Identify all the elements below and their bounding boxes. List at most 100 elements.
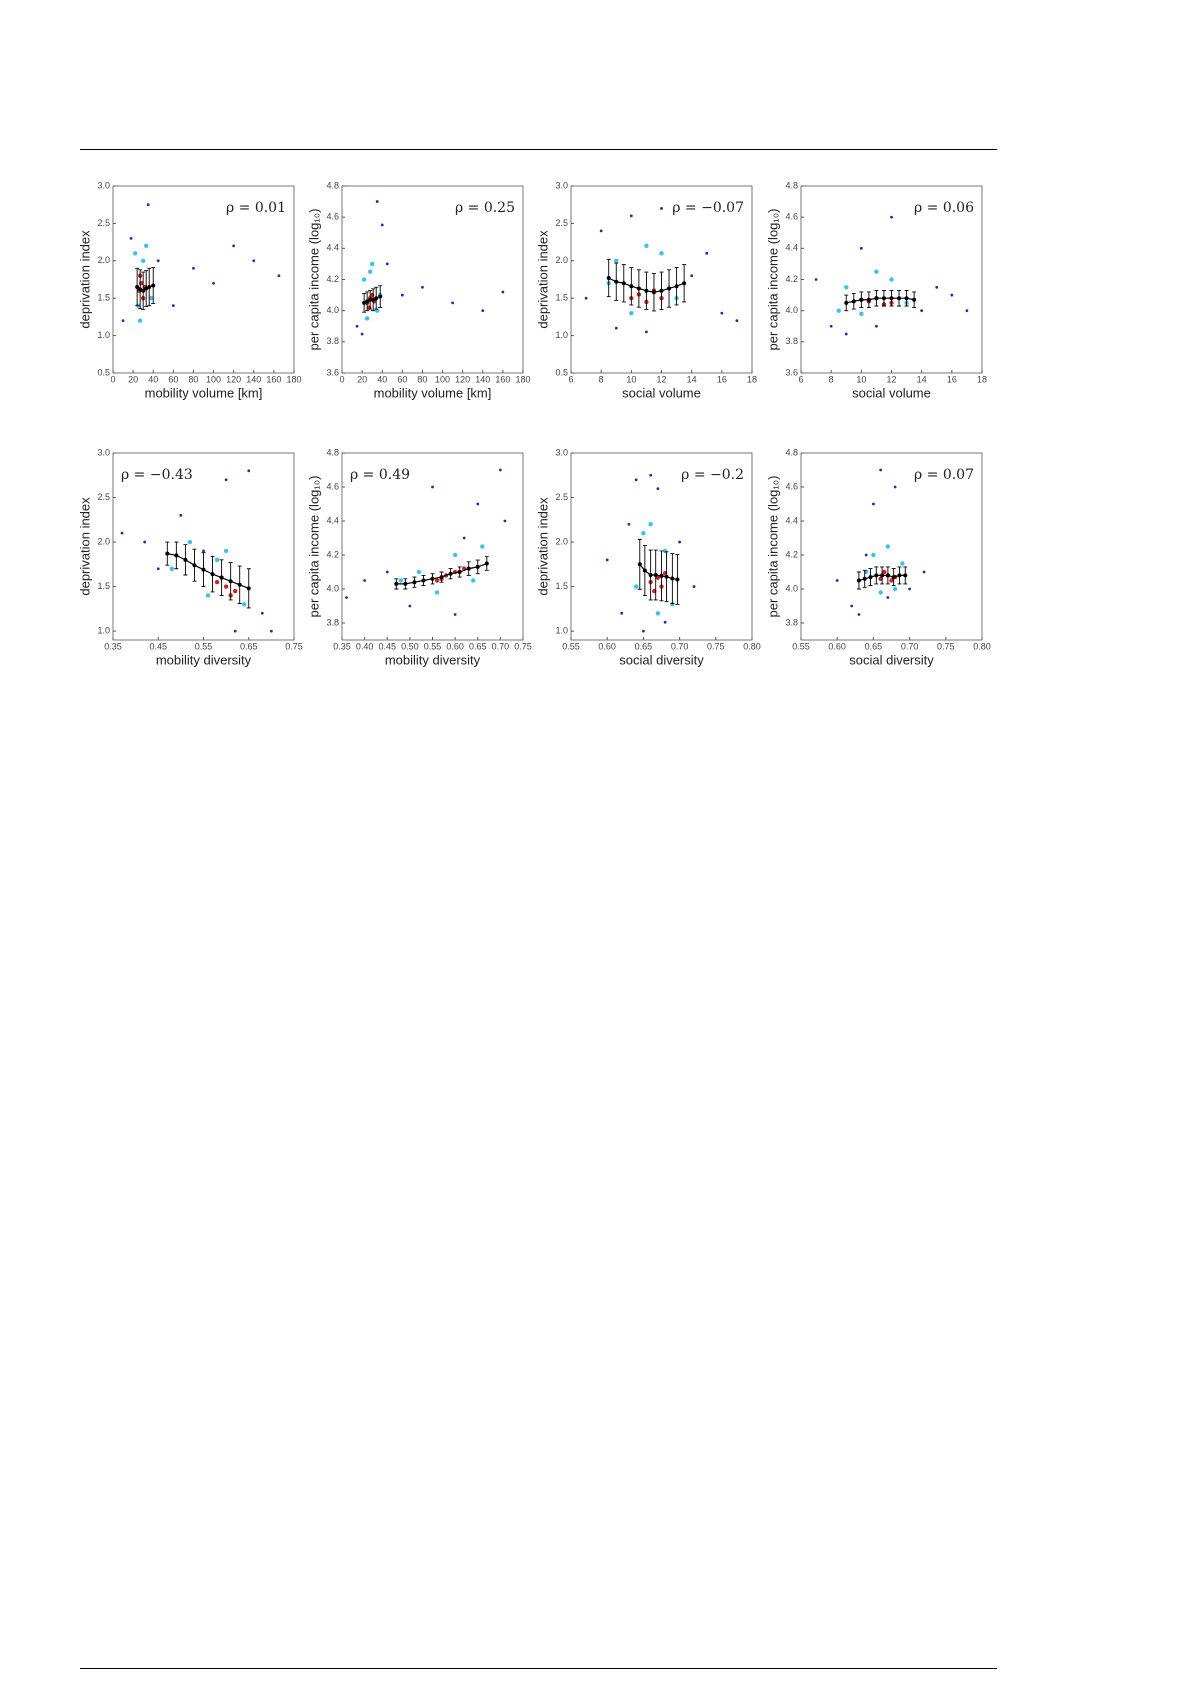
y-tick-label: 0.5: [555, 367, 568, 377]
x-tick-label: 0.75: [707, 641, 725, 651]
y-tick-label: 1.5: [97, 293, 110, 303]
point: [431, 485, 434, 489]
y-axis-label: deprivation index: [77, 230, 92, 329]
point: [871, 552, 876, 558]
x-tick-label: 0.50: [401, 641, 419, 651]
x-tick-label: 0.60: [828, 641, 846, 651]
point: [705, 251, 709, 255]
point: [692, 585, 696, 588]
point: [252, 259, 256, 263]
y-axis-label: deprivation index: [535, 497, 550, 596]
mean-point: [636, 286, 641, 291]
point: [146, 203, 150, 207]
point: [859, 311, 864, 316]
y-tick-label: 1.5: [97, 581, 110, 591]
point: [844, 285, 849, 290]
y-tick-label: 3.8: [326, 617, 339, 627]
mean-point: [475, 564, 480, 569]
point: [501, 290, 505, 294]
point: [214, 557, 220, 563]
mean-point: [192, 563, 197, 568]
point: [878, 590, 883, 595]
point: [879, 468, 883, 472]
mean-point: [368, 297, 373, 302]
y-tick-label: 4.4: [785, 243, 798, 253]
point: [361, 277, 367, 282]
y-axis-label: deprivation index: [535, 230, 550, 329]
y-tick-label: 2.0: [97, 536, 110, 546]
point: [375, 200, 379, 203]
mean-point: [371, 297, 376, 302]
x-tick-label: 20: [128, 374, 138, 384]
point: [416, 569, 422, 575]
y-tick-label: 2.5: [555, 218, 568, 228]
footer-rule: [80, 1668, 997, 1669]
mean-point: [851, 299, 856, 304]
x-tick-label: 12: [656, 374, 666, 384]
point: [864, 553, 868, 557]
scatter-panel: 0.35 0.45 0.55 0.65 0.75 1.0 1.5 2.0 2.5 3.0 mobil…: [77, 447, 302, 667]
y-tick-label: 4.6: [785, 481, 798, 491]
point: [369, 292, 375, 298]
point: [935, 285, 939, 289]
mean-point: [862, 576, 867, 581]
mean-point: [144, 286, 149, 291]
mean-point: [614, 279, 619, 284]
point: [223, 548, 229, 554]
mean-point: [874, 573, 879, 578]
mean-point: [365, 299, 370, 304]
y-tick-label: 4.8: [785, 447, 798, 457]
point: [498, 468, 502, 472]
x-tick-label: 0.45: [378, 641, 396, 651]
point: [434, 578, 440, 583]
mean-point: [637, 562, 642, 567]
point: [476, 502, 480, 506]
point: [922, 570, 926, 574]
y-tick-label: 3.0: [97, 180, 110, 190]
point: [648, 522, 653, 527]
y-tick-label: 2.0: [555, 536, 568, 546]
x-tick-label: 60: [168, 374, 178, 384]
mean-point: [439, 575, 444, 580]
y-tick-label: 3.6: [785, 367, 798, 377]
point: [480, 544, 485, 549]
x-tick-label: 0.45: [149, 641, 167, 651]
point: [380, 223, 384, 227]
x-tick-label: 20: [357, 374, 367, 384]
x-tick-label: 140: [246, 374, 261, 384]
point: [620, 611, 624, 615]
point: [360, 332, 364, 336]
point: [920, 309, 924, 313]
mean-point: [378, 294, 383, 299]
y-tick-label: 1.0: [97, 330, 110, 340]
point: [690, 274, 694, 278]
y-tick-label: 0.5: [97, 367, 110, 377]
point: [503, 519, 507, 523]
mean-point: [664, 574, 669, 579]
x-tick-label: 8: [829, 374, 834, 384]
point: [171, 304, 175, 308]
mean-point: [897, 296, 902, 301]
x-axis-label: mobility volume [km]: [374, 385, 492, 400]
mean-point: [903, 573, 908, 578]
mean-point: [466, 566, 471, 571]
x-tick-label: 14: [917, 374, 927, 384]
point: [893, 485, 897, 489]
y-tick-label: 4.2: [785, 274, 798, 284]
y-tick-label: 1.5: [555, 293, 568, 303]
x-tick-label: 0.80: [973, 641, 991, 651]
mean-point: [165, 551, 170, 556]
x-axis-label: mobility diversity: [156, 652, 252, 667]
x-tick-label: 0.55: [424, 641, 442, 651]
annotation: ρ = −0.07: [672, 200, 744, 216]
y-tick-label: 4.4: [326, 515, 339, 525]
point: [890, 215, 893, 219]
point: [836, 308, 841, 313]
point: [408, 604, 412, 608]
point: [345, 596, 348, 599]
point: [367, 269, 373, 274]
point: [634, 478, 638, 482]
point: [121, 319, 125, 323]
x-tick-label: 12: [886, 374, 896, 384]
